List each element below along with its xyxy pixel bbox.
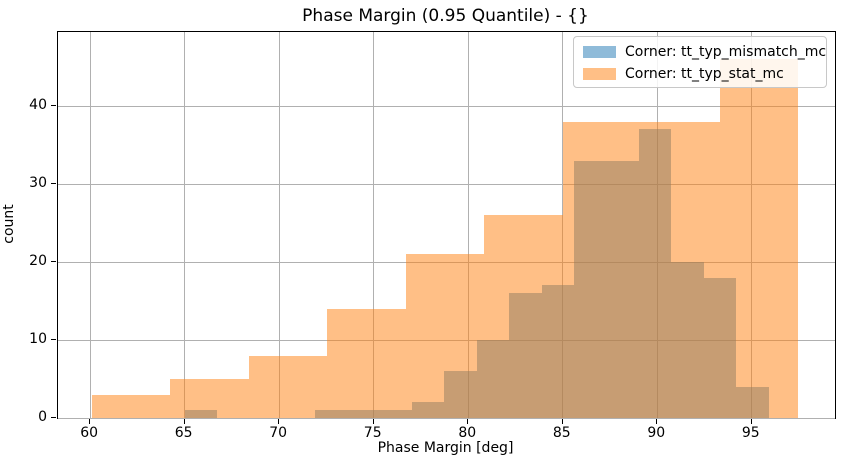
y-tick-mark <box>51 417 56 418</box>
x-tick-mark <box>183 419 185 424</box>
y-tick-label: 40 <box>29 97 47 114</box>
x-tick-mark <box>656 419 658 424</box>
legend: Corner: tt_typ_mismatch_mc Corner: tt_ty… <box>573 36 827 88</box>
x-tick-label: 85 <box>552 425 571 441</box>
x-tick-mark <box>372 419 374 424</box>
x-axis-label: Phase Margin [deg] <box>377 440 514 456</box>
gridline-y <box>58 417 835 419</box>
histogram-bar-stat <box>562 121 642 418</box>
x-tick-label: 65 <box>174 425 193 441</box>
y-tick-label: 20 <box>29 253 47 270</box>
legend-entry: Corner: tt_typ_mismatch_mc <box>583 41 826 63</box>
histogram-bar-stat <box>327 308 406 418</box>
x-tick-mark <box>278 419 280 424</box>
y-tick-mark <box>51 261 56 263</box>
histogram-bar-stat <box>641 121 720 418</box>
plot-area <box>57 31 836 419</box>
histogram-bar-stat <box>719 59 799 418</box>
y-tick-label: 0 <box>38 409 47 425</box>
y-tick-mark <box>51 183 56 185</box>
x-tick-label: 60 <box>80 425 99 441</box>
histogram-bar-stat <box>170 379 249 418</box>
chart-title: Phase Margin (0.95 Quantile) - {} <box>302 6 589 26</box>
legend-entry: Corner: tt_typ_stat_mc <box>583 63 817 85</box>
histogram-bar-stat <box>248 355 328 418</box>
legend-label: Corner: tt_typ_mismatch_mc <box>625 44 827 60</box>
gridline-x <box>467 32 469 418</box>
x-tick-label: 70 <box>269 425 288 441</box>
gridline-y <box>58 105 835 107</box>
x-tick-label: 95 <box>741 425 760 441</box>
x-tick-label: 80 <box>458 425 477 441</box>
gridline-x <box>89 32 91 418</box>
y-tick-mark <box>51 105 56 107</box>
y-tick-label: 30 <box>29 175 47 192</box>
legend-label: Corner: tt_typ_stat_mc <box>625 66 784 82</box>
x-tick-mark <box>467 419 469 424</box>
y-tick-mark <box>51 339 56 341</box>
legend-swatch-stat-icon <box>583 68 616 80</box>
gridline-x <box>184 32 186 418</box>
x-tick-label: 90 <box>647 425 666 441</box>
x-tick-mark <box>89 419 91 424</box>
legend-swatch-mismatch-icon <box>583 46 616 58</box>
histogram-bar-stat <box>405 254 485 418</box>
histogram-bar-stat <box>92 394 171 418</box>
gridline-x <box>373 32 375 418</box>
x-tick-mark <box>561 419 563 424</box>
gridline-y <box>58 183 835 185</box>
y-tick-label: 10 <box>29 331 47 348</box>
x-tick-mark <box>750 419 752 424</box>
gridline-x <box>278 32 280 418</box>
histogram-bar-stat <box>484 215 563 418</box>
x-tick-label: 75 <box>363 425 382 441</box>
y-axis-label: count <box>1 204 17 244</box>
